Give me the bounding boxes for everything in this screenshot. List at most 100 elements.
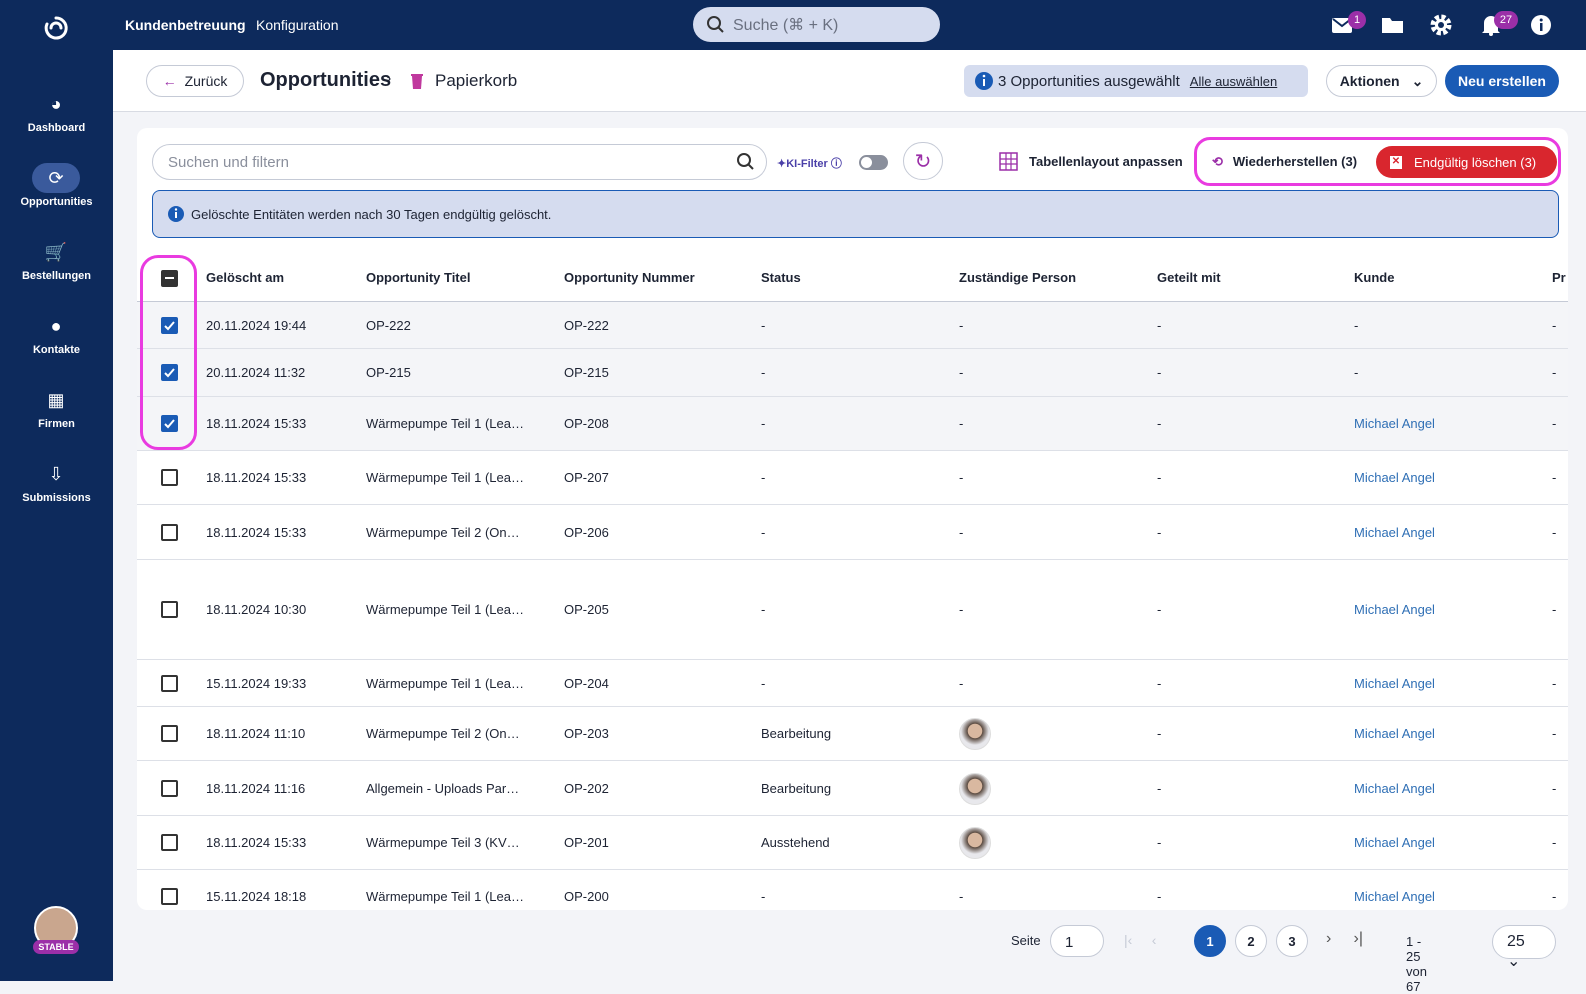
- customer-link[interactable]: Michael Angel: [1354, 780, 1435, 796]
- table-row[interactable]: [137, 505, 1568, 560]
- customer-link[interactable]: Michael Angel: [1354, 416, 1435, 431]
- person-avatar: [959, 772, 991, 805]
- range: 1 - 25 von 67: [1406, 934, 1427, 994]
- next-page[interactable]: › ›|: [1326, 930, 1364, 947]
- column-header[interactable]: Opportunity Nummer: [564, 270, 695, 285]
- cell: -: [1157, 726, 1162, 741]
- nav-item[interactable]: Firmen: [38, 418, 75, 430]
- row-checkbox[interactable]: [161, 888, 178, 905]
- cell: -: [1552, 726, 1557, 741]
- cell: 15.11.2024 19:33: [206, 675, 307, 691]
- row-checkbox[interactable]: [161, 779, 178, 797]
- column-header[interactable]: Gelöscht am: [206, 270, 285, 285]
- column-header[interactable]: Kunde: [1354, 270, 1395, 285]
- cell: -: [1552, 602, 1557, 617]
- cell: -: [1157, 602, 1162, 617]
- cell: -: [1552, 889, 1557, 904]
- cell: Wärmepumpe Teil 1 (Lea…: [366, 470, 524, 485]
- cell: OP-208: [564, 416, 609, 431]
- cell: OP-201: [564, 835, 609, 850]
- nav-icon[interactable]: ●: [50, 316, 62, 336]
- actions-button[interactable]: Aktionen ⌄: [1326, 65, 1437, 97]
- column-header[interactable]: Pr: [1552, 270, 1566, 285]
- row-checkbox[interactable]: [161, 364, 178, 381]
- table: Gelöscht am Opportunity Titel Opportunity …: [137, 128, 1568, 910]
- row-checkbox[interactable]: [161, 601, 178, 618]
- search-icon: [737, 153, 754, 170]
- cell: -: [1157, 835, 1162, 850]
- table-search-placeholder: Suchen und filtern: [168, 153, 289, 171]
- row-checkbox[interactable]: [161, 674, 178, 692]
- global-search[interactable]: Suche (⌘ + K): [693, 7, 940, 42]
- nav-item[interactable]: Bestellungen: [21, 270, 92, 282]
- ai-filter-toggle[interactable]: [859, 155, 888, 170]
- customer-link[interactable]: Michael Angel: [1354, 889, 1435, 904]
- row-checkbox[interactable]: [161, 316, 178, 334]
- page-button[interactable]: 1: [1194, 925, 1226, 957]
- restore-button[interactable]: ⟲ Wiederherstellen (3): [1212, 154, 1358, 169]
- nav-icon[interactable]: 🛒: [44, 242, 68, 262]
- customer-link[interactable]: Michael Angel: [1354, 675, 1435, 691]
- customer-link[interactable]: Michael Angel: [1354, 835, 1435, 850]
- table-layout-button[interactable]: Tabellenlayout anpassen: [1029, 154, 1183, 169]
- customer-link[interactable]: Michael Angel: [1354, 602, 1435, 617]
- notice-text: Gelöschte Entitäten werden nach 30 Tagen…: [191, 206, 552, 222]
- customer-link[interactable]: Michael Angel: [1354, 470, 1435, 485]
- breadcrumb-sep: ›: [386, 70, 392, 87]
- create-button[interactable]: Neu erstellen: [1445, 65, 1559, 97]
- table-row[interactable]: [137, 397, 1568, 451]
- cell: -: [959, 889, 964, 904]
- cell: Wärmepumpe Teil 1 (Lea…: [366, 416, 524, 431]
- row-checkbox[interactable]: [161, 415, 178, 432]
- column-header[interactable]: Status: [761, 270, 801, 285]
- table-row[interactable]: [137, 761, 1568, 816]
- table-row[interactable]: [137, 349, 1568, 397]
- page-title[interactable]: Opportunities: [260, 69, 392, 91]
- table-row[interactable]: [137, 660, 1568, 707]
- search-icon: [707, 16, 724, 33]
- column-header[interactable]: Geteilt mit: [1157, 270, 1221, 285]
- nav-icon[interactable]: ⇩: [48, 464, 64, 484]
- nav-link[interactable]: Konfiguration: [256, 17, 339, 33]
- table-row[interactable]: [137, 451, 1568, 505]
- row-checkbox[interactable]: [161, 523, 178, 541]
- nav-icon[interactable]: ◕: [50, 94, 62, 114]
- table-row[interactable]: [137, 560, 1568, 660]
- nav-link[interactable]: Kundenbetreuung: [125, 17, 246, 33]
- row-checkbox[interactable]: [161, 469, 178, 486]
- cell: -: [1552, 835, 1557, 850]
- page-input[interactable]: 1: [1050, 925, 1104, 957]
- nav-item[interactable]: Opportunities: [20, 196, 93, 208]
- cell: OP-206: [564, 524, 609, 540]
- back-label: Zurück: [184, 73, 228, 89]
- row-checkbox[interactable]: [161, 834, 178, 851]
- nav-item[interactable]: Kontakte: [32, 344, 81, 356]
- customer-link[interactable]: Michael Angel: [1354, 524, 1435, 540]
- refresh-button[interactable]: ↻: [903, 142, 943, 180]
- table-row[interactable]: [137, 707, 1568, 761]
- table-row[interactable]: [137, 816, 1568, 870]
- page-button[interactable]: 3: [1276, 925, 1308, 957]
- info-icon[interactable]: [1530, 14, 1552, 36]
- back-button[interactable]: ← Zurück: [146, 65, 244, 97]
- table-search[interactable]: Suchen und filtern: [152, 144, 767, 180]
- column-header[interactable]: Opportunity Titel: [366, 270, 471, 285]
- table-row[interactable]: [137, 302, 1568, 349]
- nav-icon[interactable]: ⟳: [32, 163, 80, 193]
- nav-item[interactable]: Submissions: [22, 492, 91, 504]
- cell: 18.11.2024 15:33: [206, 470, 307, 485]
- customer-link[interactable]: Michael Angel: [1354, 726, 1435, 741]
- cell: OP-215: [366, 365, 411, 380]
- nav-icon[interactable]: ▦: [47, 390, 65, 410]
- column-header[interactable]: Zuständige Person: [959, 270, 1077, 285]
- page-size[interactable]: 25 ⌄: [1492, 925, 1556, 970]
- row-checkbox[interactable]: [161, 725, 178, 742]
- person-avatar: [959, 718, 991, 750]
- select-all-link[interactable]: Alle auswählen: [1189, 73, 1278, 89]
- select-all-checkbox[interactable]: [161, 270, 178, 287]
- nav-item[interactable]: Dashboard: [27, 122, 86, 134]
- page-button[interactable]: 2: [1235, 925, 1267, 957]
- delete-button[interactable]: ✕ Endgültig löschen (3): [1376, 146, 1557, 178]
- folder-icon[interactable]: [1381, 14, 1405, 36]
- settings-icon[interactable]: [1429, 13, 1453, 37]
